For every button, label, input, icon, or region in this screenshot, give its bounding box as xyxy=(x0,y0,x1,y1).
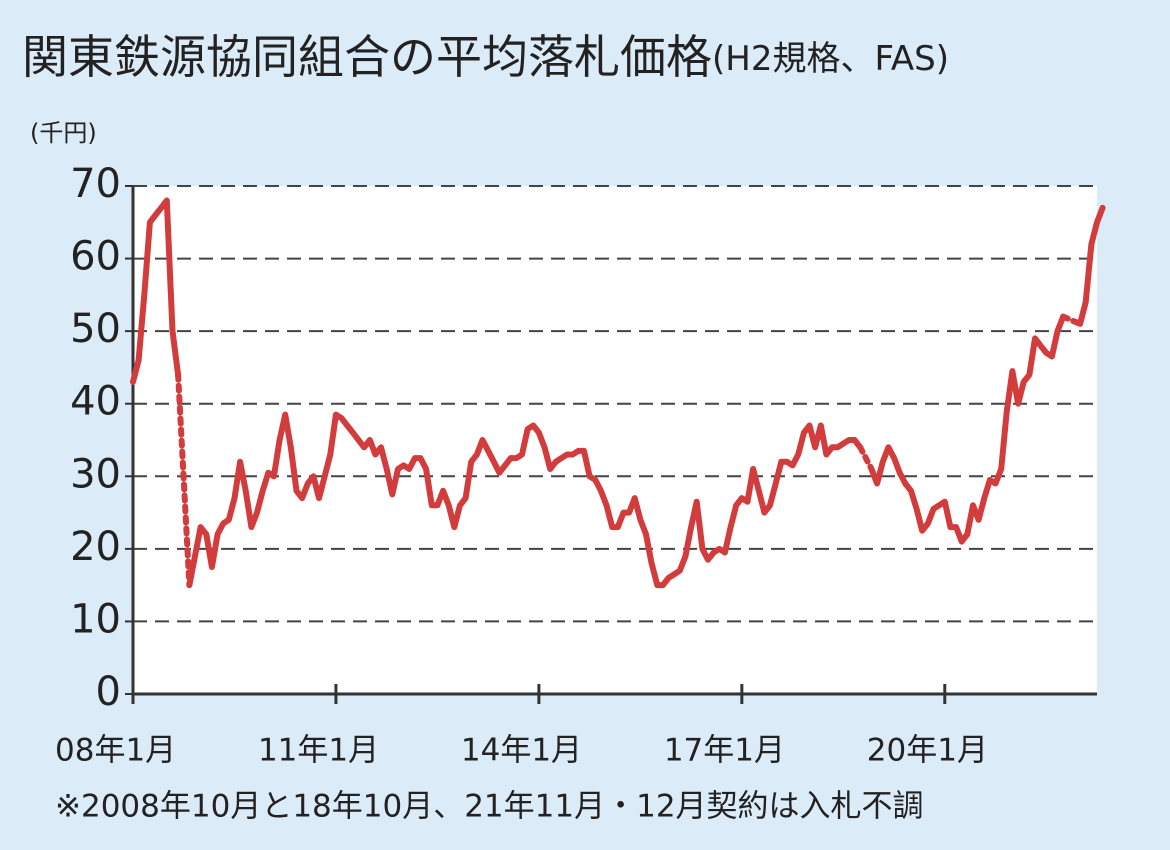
subtitle-text: (H2規格、FAS) xyxy=(712,39,949,79)
x-tick-label: 14年1月 xyxy=(461,733,582,769)
x-tick-label: 08年1月 xyxy=(55,733,176,769)
x-tick-label: 17年1月 xyxy=(664,733,785,769)
y-tick-label: 0 xyxy=(96,669,121,715)
title-text: 関東鉄源協同組合の平均落札価格 xyxy=(22,30,712,84)
gap-bridge xyxy=(1060,313,1084,327)
y-axis-label: (千円) xyxy=(30,119,97,147)
data-line xyxy=(868,313,1067,545)
gap-bridge xyxy=(175,371,193,589)
y-tick-label: 30 xyxy=(70,451,121,497)
data-line xyxy=(130,197,182,385)
footnote: ※2008年10月と18年10月、21年11月・12月契約は入札不調 xyxy=(55,789,924,825)
gap-bridge xyxy=(857,444,875,473)
y-tick-label: 60 xyxy=(70,234,121,280)
data-line xyxy=(1077,204,1106,327)
x-tick-label: 11年1月 xyxy=(258,733,379,769)
y-tick-label: 10 xyxy=(70,596,121,642)
y-tick-label: 40 xyxy=(70,379,121,425)
y-tick-label: 20 xyxy=(70,524,121,570)
y-tick-label: 50 xyxy=(70,306,121,352)
plot-area xyxy=(133,186,1097,694)
y-tick-label: 70 xyxy=(70,161,121,207)
data-line xyxy=(186,411,864,589)
x-tick-label: 20年1月 xyxy=(867,733,988,769)
chart-title: 関東鉄源協同組合の平均落札価格(H2規格、FAS) xyxy=(22,30,949,84)
